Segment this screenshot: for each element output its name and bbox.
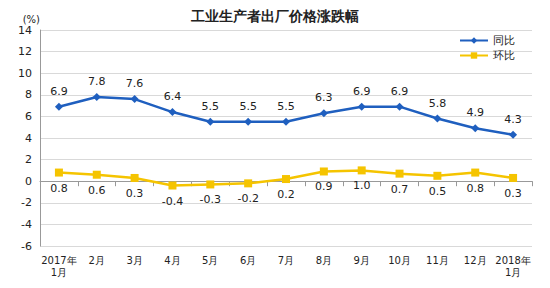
svg-text:5.8: 5.8 — [429, 97, 447, 110]
svg-text:7.8: 7.8 — [88, 75, 106, 88]
svg-text:0.7: 0.7 — [391, 183, 409, 196]
svg-text:9月: 9月 — [354, 255, 370, 266]
svg-text:0.9: 0.9 — [315, 180, 333, 193]
svg-text:工业生产者出厂价格涨跌幅: 工业生产者出厂价格涨跌幅 — [190, 8, 359, 24]
svg-text:0.3: 0.3 — [126, 187, 144, 200]
svg-text:2月: 2月 — [89, 255, 105, 266]
svg-text:6.4: 6.4 — [164, 90, 182, 103]
svg-text:6.9: 6.9 — [50, 85, 67, 98]
svg-text:-0.2: -0.2 — [237, 192, 258, 205]
svg-text:8: 8 — [25, 88, 32, 101]
svg-text:11月: 11月 — [426, 255, 449, 266]
svg-text:14: 14 — [18, 24, 32, 37]
svg-text:10: 10 — [18, 67, 32, 80]
svg-text:4月: 4月 — [164, 255, 180, 266]
svg-text:6.9: 6.9 — [353, 85, 371, 98]
svg-text:1月: 1月 — [51, 267, 67, 278]
svg-text:0.3: 0.3 — [504, 187, 522, 200]
svg-text:0.8: 0.8 — [50, 182, 67, 195]
svg-text:4: 4 — [25, 132, 32, 145]
svg-text:4.9: 4.9 — [466, 106, 484, 119]
svg-text:0.5: 0.5 — [429, 185, 447, 198]
svg-text:-0.4: -0.4 — [162, 195, 183, 208]
svg-text:1.0: 1.0 — [353, 179, 371, 192]
svg-text:0.2: 0.2 — [277, 188, 295, 201]
svg-text:6: 6 — [25, 110, 32, 123]
svg-text:5月: 5月 — [202, 255, 218, 266]
svg-text:2018年: 2018年 — [495, 255, 530, 266]
svg-text:0: 0 — [25, 175, 32, 188]
svg-text:1月: 1月 — [505, 267, 521, 278]
svg-text:环比: 环比 — [493, 49, 515, 62]
svg-text:4.3: 4.3 — [504, 113, 522, 126]
svg-text:3月: 3月 — [126, 255, 142, 266]
svg-text:12: 12 — [18, 45, 32, 58]
svg-text:-6: -6 — [21, 240, 32, 253]
svg-text:0.6: 0.6 — [88, 184, 106, 197]
svg-text:7月: 7月 — [278, 255, 294, 266]
svg-text:0.8: 0.8 — [466, 182, 484, 195]
svg-text:6.3: 6.3 — [315, 91, 333, 104]
svg-text:6月: 6月 — [240, 255, 256, 266]
svg-text:5.5: 5.5 — [202, 100, 220, 113]
svg-text:5.5: 5.5 — [239, 100, 257, 113]
svg-text:8月: 8月 — [316, 255, 332, 266]
svg-text:5.5: 5.5 — [277, 100, 295, 113]
svg-text:6.9: 6.9 — [391, 85, 409, 98]
svg-text:-4: -4 — [21, 218, 32, 231]
svg-text:-0.3: -0.3 — [200, 193, 221, 206]
svg-text:-2: -2 — [21, 196, 32, 209]
svg-text:7.6: 7.6 — [126, 77, 144, 90]
svg-text:12月: 12月 — [464, 255, 487, 266]
svg-text:同比: 同比 — [493, 34, 515, 47]
svg-text:2: 2 — [25, 153, 32, 166]
svg-text:10月: 10月 — [388, 255, 411, 266]
svg-text:2017年: 2017年 — [41, 255, 76, 266]
